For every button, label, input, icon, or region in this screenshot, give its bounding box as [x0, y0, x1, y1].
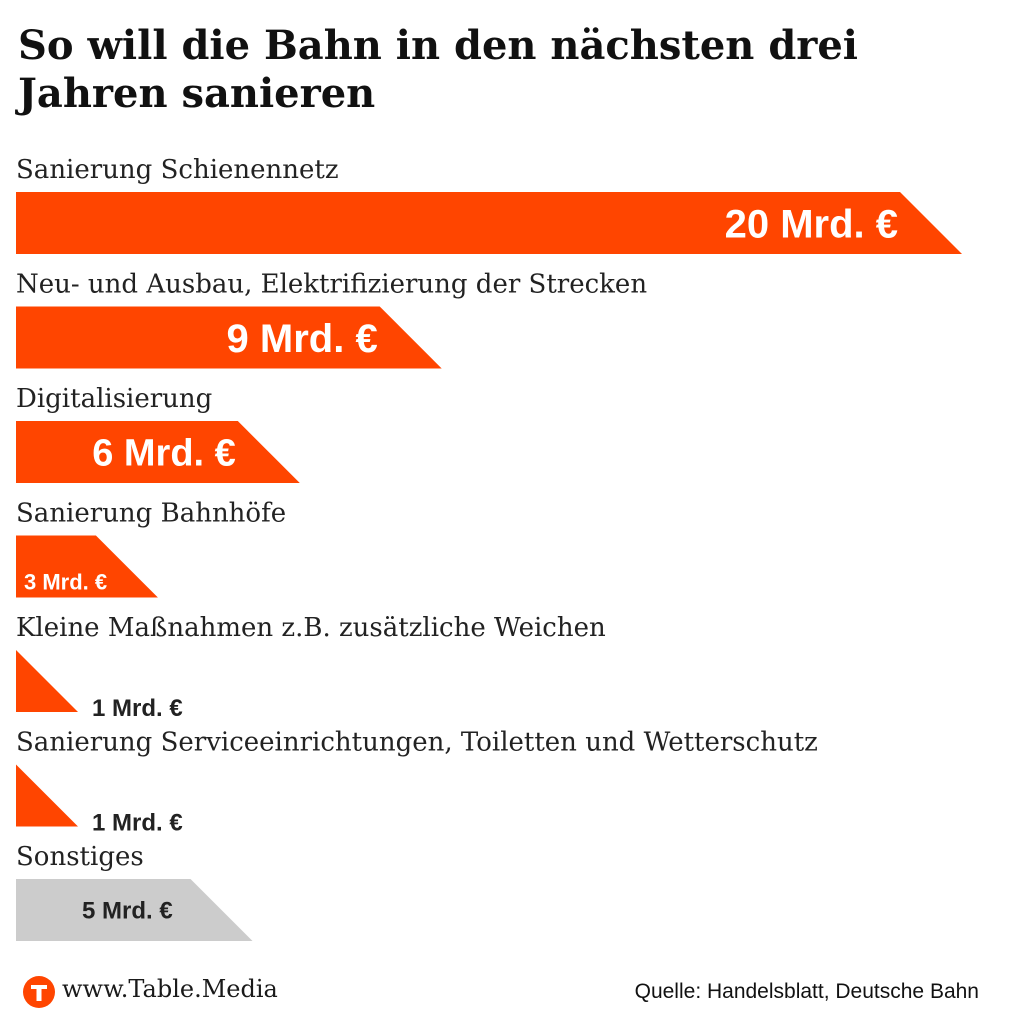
brand-url: www.Table.Media — [62, 975, 278, 1003]
bar — [16, 650, 78, 712]
category-label: Sanierung Serviceeinrichtungen, Toilette… — [16, 728, 818, 758]
value-label: 1 Mrd. € — [92, 810, 183, 837]
value-label: 1 Mrd. € — [92, 695, 183, 722]
chart-title: So will die Bahn in den nächsten drei Ja… — [18, 22, 858, 117]
category-label: Neu- und Ausbau, Elektrifizierung der St… — [16, 270, 647, 300]
bar — [16, 764, 78, 827]
category-label: Kleine Maßnahmen z.B. zusätzliche Weiche… — [16, 613, 606, 643]
value-label: 3 Mrd. € — [24, 570, 107, 595]
bar — [16, 421, 300, 483]
bar — [16, 192, 962, 254]
bar — [16, 306, 442, 369]
value-label: 20 Mrd. € — [725, 202, 898, 246]
value-label: 5 Mrd. € — [82, 898, 173, 925]
bar — [16, 879, 253, 941]
value-label: 9 Mrd. € — [227, 317, 378, 361]
source-note: Quelle: Handelsblatt, Deutsche Bahn — [634, 980, 979, 1003]
category-label: Digitalisierung — [16, 384, 212, 414]
table-media-logo-icon — [23, 976, 55, 1008]
bar — [16, 535, 158, 598]
category-label: Sanierung Bahnhöfe — [16, 499, 286, 529]
value-label: 6 Mrd. € — [92, 433, 236, 475]
category-label: Sanierung Schienennetz — [16, 155, 339, 185]
category-label: Sonstiges — [16, 842, 144, 872]
